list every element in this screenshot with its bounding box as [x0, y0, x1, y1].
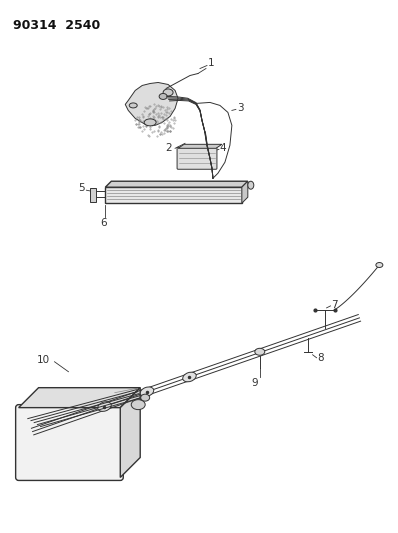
Polygon shape [105, 181, 248, 187]
Ellipse shape [129, 103, 137, 108]
Text: 8: 8 [318, 353, 324, 363]
Polygon shape [178, 144, 222, 148]
Bar [105, 187, 242, 203]
Ellipse shape [131, 400, 145, 410]
Text: 6: 6 [100, 218, 107, 228]
Ellipse shape [144, 119, 156, 126]
Text: 3: 3 [237, 103, 244, 114]
Text: 10: 10 [37, 355, 50, 365]
Text: 5: 5 [78, 183, 84, 193]
Ellipse shape [248, 181, 254, 189]
Polygon shape [242, 181, 248, 203]
Text: 7: 7 [332, 300, 338, 310]
Ellipse shape [183, 372, 196, 382]
Ellipse shape [141, 394, 150, 401]
Text: 9: 9 [252, 378, 258, 387]
Polygon shape [19, 387, 140, 408]
FancyBboxPatch shape [16, 405, 123, 480]
Ellipse shape [98, 402, 111, 411]
Ellipse shape [255, 348, 265, 356]
Ellipse shape [376, 263, 383, 268]
Bar [90, 188, 96, 202]
Text: 4: 4 [220, 143, 226, 154]
Polygon shape [125, 83, 178, 125]
Ellipse shape [140, 387, 154, 397]
FancyBboxPatch shape [177, 147, 217, 169]
Text: 2: 2 [166, 143, 172, 154]
Polygon shape [120, 387, 140, 478]
Ellipse shape [159, 93, 167, 100]
Ellipse shape [163, 89, 173, 96]
Text: 1: 1 [208, 58, 215, 68]
Text: 90314  2540: 90314 2540 [13, 19, 100, 31]
